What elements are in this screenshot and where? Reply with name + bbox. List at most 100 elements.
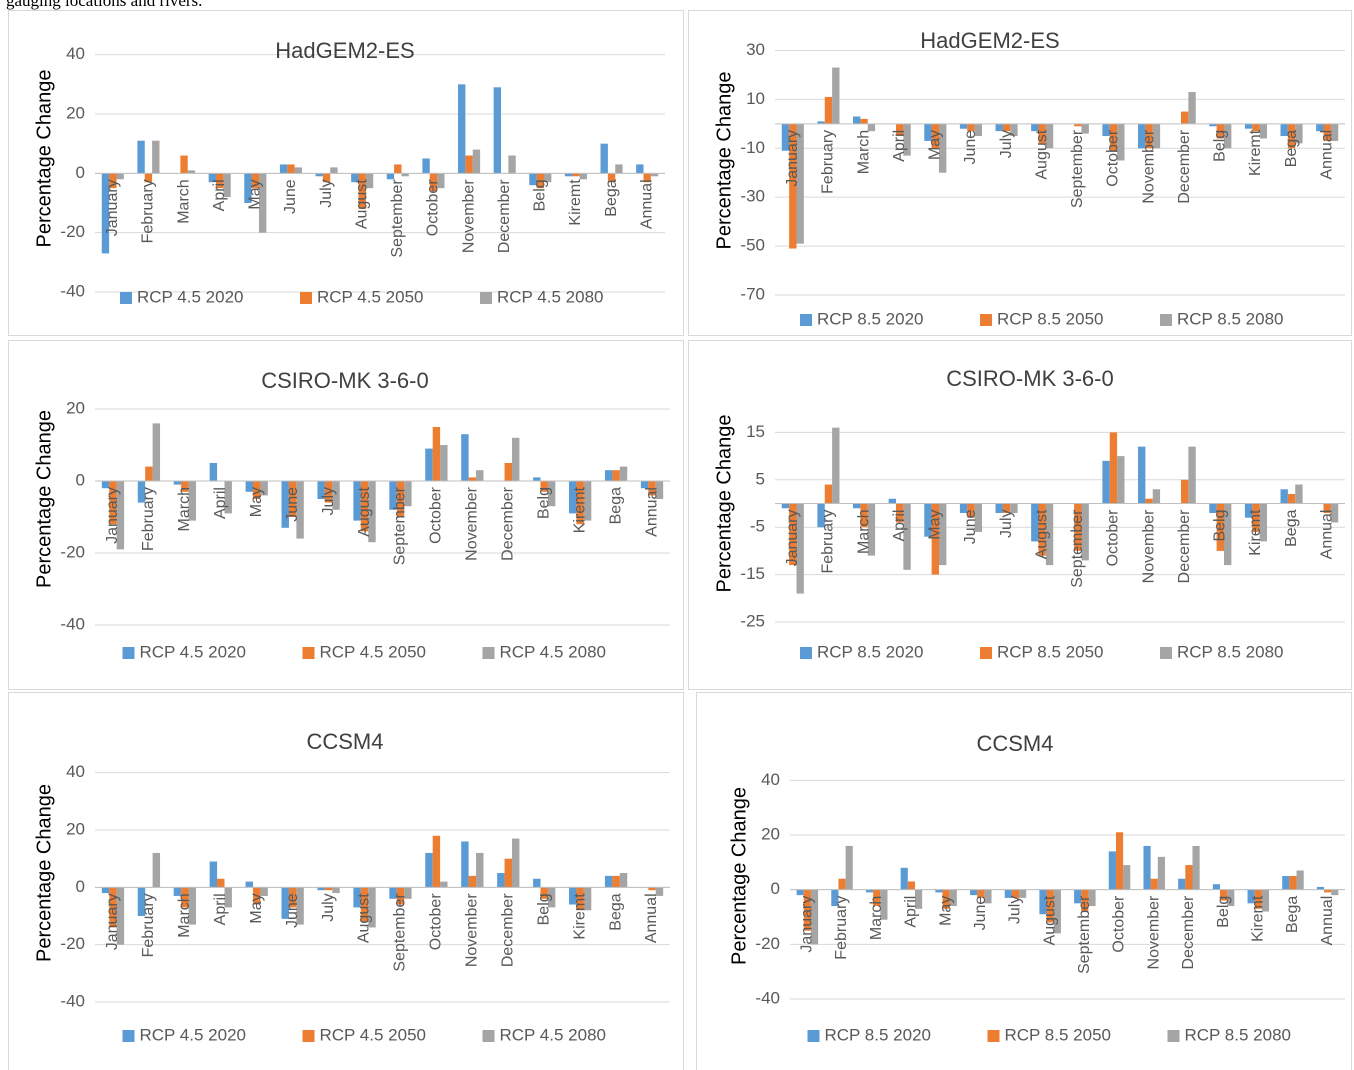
- bar: [967, 123, 975, 132]
- bar: [1046, 889, 1054, 923]
- bar: [648, 481, 656, 496]
- bar: [1088, 889, 1096, 907]
- bar: [368, 887, 376, 928]
- bar: [810, 889, 819, 945]
- y-tick-label: 20: [761, 824, 780, 843]
- bar: [209, 861, 218, 888]
- bar: [817, 121, 825, 124]
- bar: [789, 123, 797, 249]
- bar: [600, 143, 608, 174]
- bar: [1143, 845, 1151, 890]
- panel-border: [8, 340, 684, 690]
- y-axis-label: Percentage Change: [728, 787, 750, 965]
- y-tick-label: -70: [740, 284, 765, 303]
- x-tick-label: August: [356, 893, 373, 943]
- bar: [432, 835, 441, 888]
- legend-swatch: [302, 1030, 315, 1042]
- bar: [1150, 878, 1158, 890]
- bar: [224, 481, 232, 514]
- legend-swatch: [987, 1030, 1000, 1042]
- x-tick-label: October: [428, 486, 445, 544]
- x-tick-label: June: [972, 896, 989, 931]
- bar: [1002, 123, 1011, 132]
- bar: [224, 887, 232, 908]
- bar: [832, 67, 840, 124]
- bar: [579, 173, 587, 180]
- bar: [360, 481, 369, 532]
- legend-swatch: [1160, 314, 1172, 326]
- bar: [180, 155, 188, 174]
- bar: [137, 140, 145, 174]
- bar: [896, 123, 904, 137]
- bar: [1010, 503, 1018, 513]
- bar: [643, 173, 651, 183]
- x-tick-label: September: [392, 486, 409, 565]
- bar: [511, 838, 520, 888]
- legend-label: RCP 8.5 2050: [997, 642, 1103, 661]
- x-tick-label: January: [799, 896, 816, 953]
- bar: [288, 887, 297, 908]
- x-tick-label: February: [140, 179, 157, 243]
- y-tick-label: 5: [756, 469, 765, 488]
- x-tick-label: Belg: [535, 487, 552, 519]
- x-tick-label: June: [282, 179, 299, 214]
- bar: [1123, 865, 1131, 890]
- bar: [173, 481, 182, 485]
- bar: [116, 481, 125, 550]
- y-tick-label: -20: [60, 542, 85, 561]
- x-tick-label: November: [1145, 895, 1162, 969]
- x-tick-label: December: [1176, 509, 1193, 583]
- panel-border: [8, 10, 684, 336]
- legend-swatch: [1160, 647, 1172, 659]
- x-tick-label: September: [1069, 129, 1086, 208]
- bar: [931, 503, 939, 575]
- bar: [569, 481, 577, 514]
- bar: [543, 173, 552, 183]
- chart-title: CSIRO-MK 3-6-0: [261, 368, 428, 393]
- legend-swatch: [980, 647, 992, 659]
- bar: [1209, 123, 1217, 127]
- x-tick-label: May: [937, 896, 954, 926]
- bar: [1227, 889, 1235, 907]
- x-tick-label: Belg: [1215, 896, 1232, 928]
- x-tick-label: Bega: [1284, 896, 1301, 933]
- x-tick-label: January: [104, 893, 121, 950]
- bar: [1138, 123, 1146, 149]
- x-tick-label: February: [140, 487, 157, 551]
- bar: [1216, 503, 1224, 551]
- bar: [1220, 889, 1228, 901]
- x-tick-label: July: [320, 893, 337, 921]
- y-axis-label: Percentage Change: [33, 70, 55, 248]
- legend-label: RCP 8.5 2020: [825, 1025, 931, 1044]
- chart-panel: 30 10 -10 -30 -50 -70 HadGEM2-ES Percentage Cha…: [688, 10, 1352, 336]
- bar: [101, 481, 110, 489]
- bar: [529, 173, 537, 186]
- bar: [281, 887, 289, 919]
- bar: [315, 173, 323, 177]
- bar: [173, 887, 182, 896]
- bar: [640, 481, 649, 489]
- legend-swatch: [480, 292, 492, 304]
- bar: [324, 887, 333, 891]
- bar: [619, 466, 628, 481]
- chart-panel: -40 -20 0 20 40 HadGEM2-ES Percentage Change Ja…: [8, 10, 684, 336]
- legend-label: RCP 4.5 2080: [500, 1025, 606, 1044]
- bar: [938, 123, 947, 173]
- bar: [1074, 123, 1082, 127]
- y-tick-label: 0: [76, 877, 85, 896]
- legend-label: RCP 4.5 2050: [320, 642, 426, 661]
- bar: [1295, 123, 1303, 144]
- y-tick-label: -10: [740, 138, 765, 157]
- x-tick-label: August: [1041, 895, 1058, 945]
- x-tick-label: April: [212, 893, 229, 925]
- bar: [1152, 489, 1161, 504]
- bar: [504, 463, 512, 481]
- bar: [296, 887, 304, 925]
- bar: [1019, 889, 1027, 898]
- bar: [1138, 446, 1146, 504]
- bar: [216, 173, 224, 189]
- bar: [368, 481, 376, 543]
- x-tick-label: Bega: [607, 893, 624, 930]
- x-tick-label: November: [464, 893, 481, 967]
- bar: [468, 875, 477, 888]
